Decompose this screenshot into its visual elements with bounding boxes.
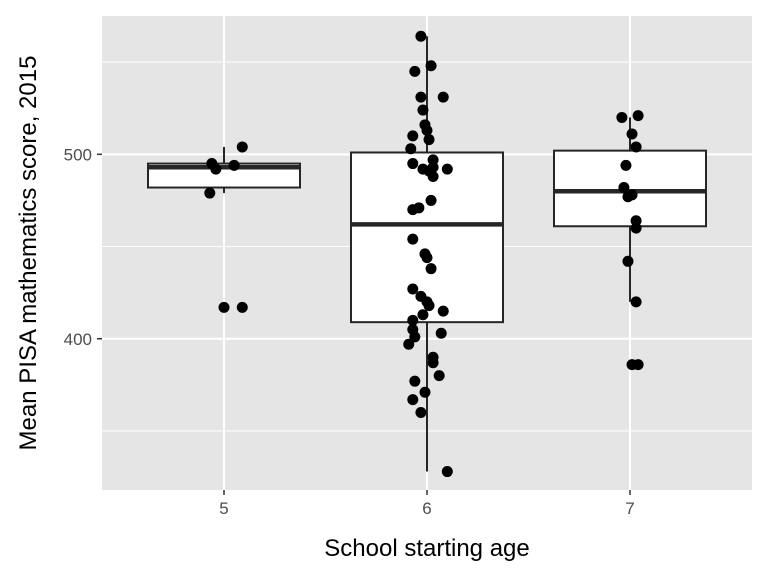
data-point	[425, 263, 437, 275]
x-axis-title: School starting age	[324, 535, 529, 562]
data-point	[437, 305, 449, 317]
data-point	[435, 327, 447, 339]
y-tick-label: 400	[64, 330, 92, 349]
data-point	[632, 110, 644, 122]
data-point	[409, 331, 421, 343]
data-point	[407, 233, 419, 245]
axis-ticks: 400 500 5 6 7	[64, 145, 635, 518]
data-point	[236, 141, 248, 153]
x-tick-label: 6	[422, 499, 431, 518]
data-point	[441, 466, 453, 478]
data-point	[616, 111, 628, 123]
data-point	[425, 60, 437, 72]
data-point	[620, 159, 632, 171]
data-point	[409, 375, 421, 387]
data-point	[622, 191, 634, 203]
data-points	[204, 30, 644, 478]
x-tick-label: 7	[625, 499, 634, 518]
data-point	[218, 301, 230, 313]
data-point	[415, 407, 427, 419]
data-point	[419, 386, 431, 398]
data-point	[407, 283, 419, 295]
y-tick-label: 500	[64, 145, 92, 164]
data-point	[427, 357, 439, 369]
data-point	[630, 141, 642, 153]
data-point	[622, 255, 634, 267]
data-point	[632, 359, 644, 371]
data-point	[407, 394, 419, 406]
y-axis-title: Mean PISA mathematics score, 2015	[15, 56, 42, 451]
data-point	[626, 128, 638, 140]
data-point	[210, 163, 222, 175]
box-iqr	[350, 151, 504, 324]
data-point	[417, 104, 429, 116]
x-tick-label: 5	[219, 499, 228, 518]
boxes	[147, 36, 707, 472]
data-point	[423, 134, 435, 146]
data-point	[228, 159, 240, 171]
data-point	[405, 143, 417, 155]
data-point	[630, 296, 642, 308]
data-point	[421, 124, 433, 136]
data-point	[407, 130, 419, 142]
data-point	[433, 370, 445, 382]
data-point	[437, 91, 449, 103]
data-point	[407, 204, 419, 216]
data-point	[427, 170, 439, 182]
data-point	[409, 65, 421, 77]
data-point	[417, 309, 429, 321]
data-point	[204, 187, 216, 199]
data-point	[618, 182, 630, 194]
data-point	[630, 222, 642, 234]
data-point	[425, 194, 437, 206]
box-iqr	[147, 162, 301, 189]
data-point	[421, 252, 433, 264]
data-point	[423, 300, 435, 312]
data-point	[415, 30, 427, 42]
data-point	[403, 338, 415, 350]
data-point	[415, 91, 427, 103]
data-point	[407, 314, 419, 326]
data-point	[236, 301, 248, 313]
data-point	[441, 163, 453, 175]
data-point	[407, 158, 419, 170]
